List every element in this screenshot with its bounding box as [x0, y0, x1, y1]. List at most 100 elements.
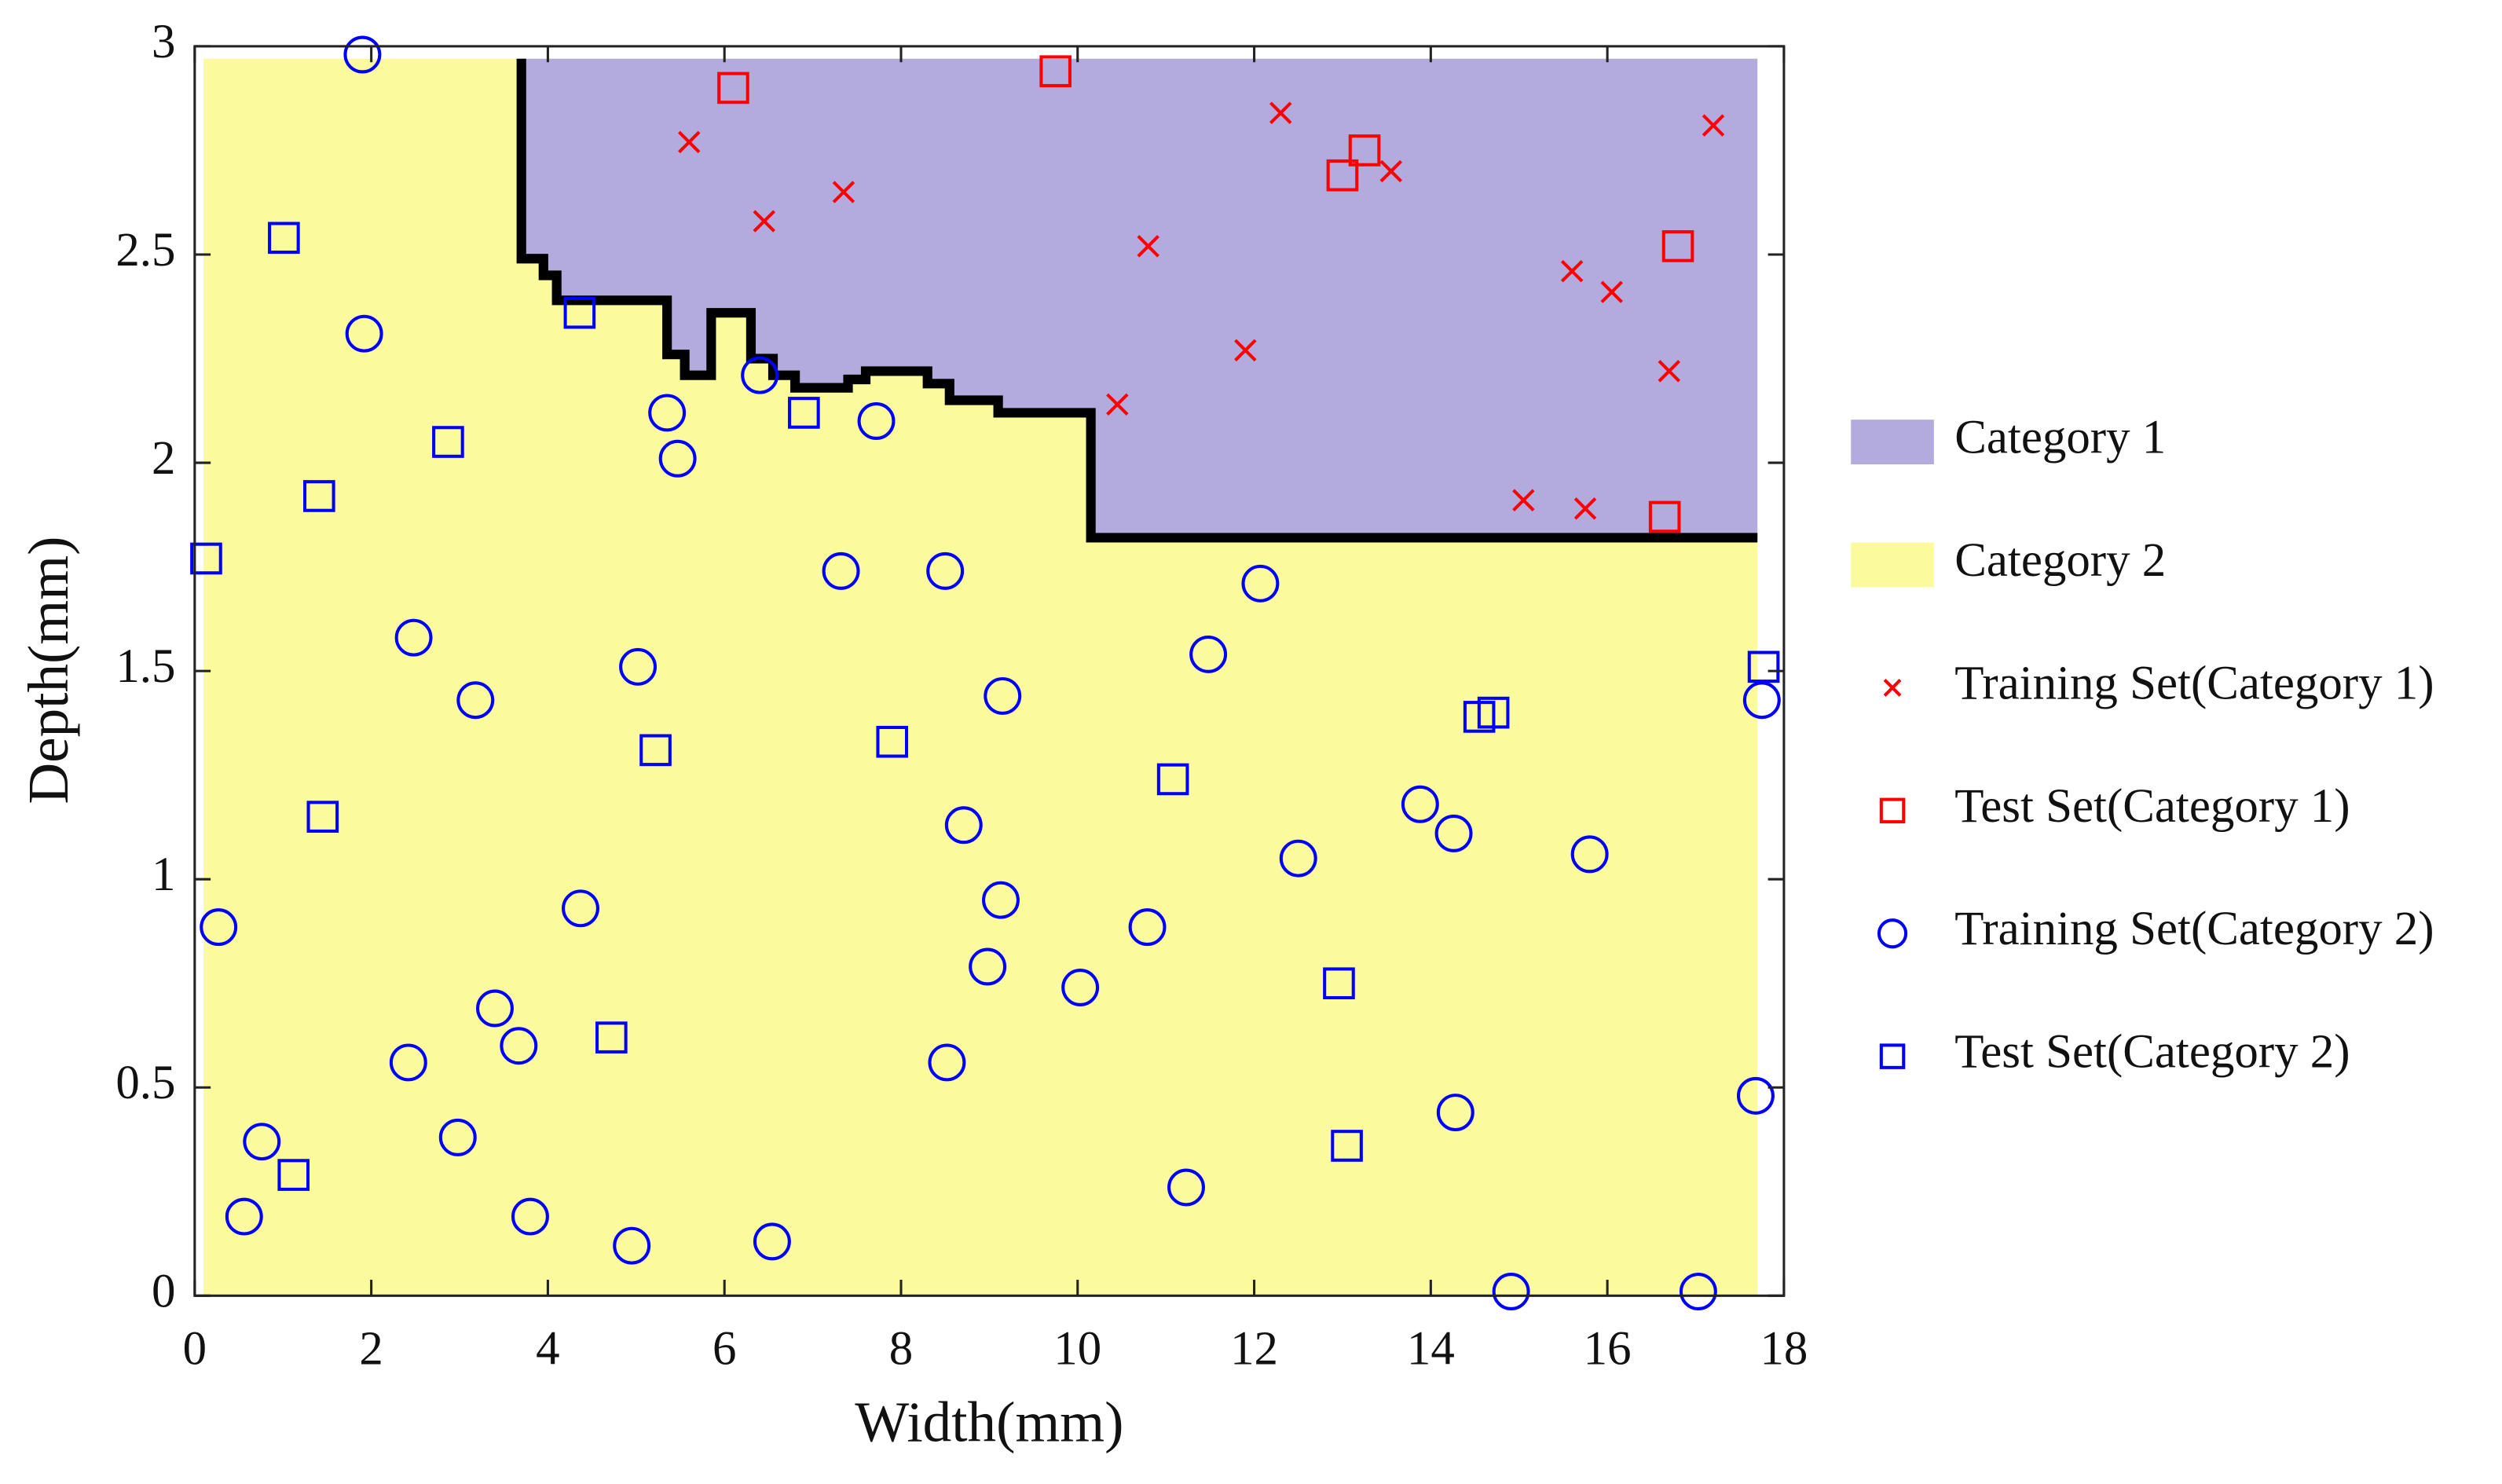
x-tick-label: 8	[889, 1322, 913, 1375]
marker-circle	[1492, 1273, 1530, 1310]
marker-circle	[1128, 908, 1167, 947]
x-tick-label: 2	[359, 1322, 383, 1375]
marker-square	[717, 71, 749, 104]
marker-circle	[969, 947, 1007, 986]
legend-label: Category 2	[1954, 534, 2166, 587]
marker-square	[1879, 1043, 1906, 1069]
marker-square	[563, 296, 596, 329]
marker-square	[1648, 500, 1681, 533]
marker-circle	[613, 1226, 651, 1265]
marker-x	[1883, 679, 1902, 697]
x-tick-label: 16	[1584, 1322, 1632, 1375]
marker-circle	[944, 806, 983, 845]
y-tick-label: 0	[152, 1265, 175, 1317]
marker-circle	[982, 881, 1020, 919]
marker-circle	[1167, 1168, 1205, 1207]
region-category-1	[521, 58, 1758, 538]
y-tick-label: 2.5	[115, 224, 175, 277]
legend-label: Test Set(Category 2)	[1954, 1026, 2350, 1079]
x-tick-label: 18	[1760, 1322, 1808, 1375]
marker-x	[1269, 101, 1292, 124]
marker-circle	[822, 551, 860, 590]
marker-circle	[741, 356, 779, 394]
marker-x	[1106, 393, 1129, 416]
legend-label: Training Set(Category 1)	[1954, 657, 2434, 709]
marker-square	[639, 734, 672, 767]
legend-label: Test Set(Category 1)	[1954, 780, 2350, 833]
x-tick-label: 0	[183, 1322, 207, 1375]
legend-label: Category 1	[1954, 412, 2166, 464]
marker-circle	[1401, 785, 1439, 823]
y-tick-label: 1.5	[115, 640, 175, 693]
marker-square	[432, 426, 464, 458]
marker-x	[753, 210, 776, 233]
x-tick-label: 4	[536, 1322, 559, 1375]
marker-circle	[619, 647, 658, 686]
marker-x	[1573, 497, 1597, 520]
marker-circle	[511, 1197, 549, 1236]
marker-square	[595, 1021, 628, 1053]
legend-patch	[1851, 542, 1934, 588]
marker-x	[678, 130, 701, 154]
marker-x	[1137, 235, 1159, 258]
marker-circle	[984, 676, 1022, 715]
marker-circle	[456, 681, 495, 720]
marker-square	[303, 480, 335, 512]
marker-x	[1512, 489, 1535, 511]
marker-circle	[1877, 918, 1908, 949]
x-tick-label: 6	[713, 1322, 736, 1375]
marker-circle	[1434, 814, 1473, 852]
marker-circle	[1570, 835, 1609, 874]
legend-label: Training Set(Category 2)	[1954, 903, 2434, 955]
marker-circle	[926, 551, 965, 590]
marker-circle	[928, 1043, 966, 1082]
marker-circle	[438, 1118, 477, 1156]
marker-circle	[648, 394, 687, 432]
marker-circle	[1061, 969, 1100, 1006]
marker-circle	[343, 35, 382, 74]
marker-circle	[1742, 681, 1781, 720]
y-axis-label: Depth(mm)	[16, 537, 80, 804]
marker-circle	[394, 618, 433, 657]
marker-square	[1348, 134, 1381, 167]
marker-x	[1234, 339, 1257, 362]
marker-circle	[857, 402, 896, 440]
marker-circle	[562, 889, 599, 928]
marker-circle	[753, 1222, 791, 1261]
marker-x	[1702, 114, 1725, 137]
marker-circle	[658, 439, 697, 478]
y-tick-label: 3	[152, 16, 175, 68]
marker-circle	[225, 1197, 263, 1236]
marker-square	[1323, 967, 1355, 1000]
marker-circle	[200, 908, 238, 947]
marker-circle	[1241, 564, 1280, 603]
marker-circle	[1679, 1273, 1717, 1310]
marker-square	[1879, 797, 1906, 824]
marker-square	[190, 542, 222, 575]
marker-square	[1331, 1130, 1363, 1162]
marker-x	[1600, 280, 1623, 303]
marker-square	[1747, 650, 1780, 683]
x-tick-label: 12	[1230, 1322, 1278, 1375]
marker-circle	[1436, 1094, 1474, 1132]
marker-circle	[345, 314, 383, 353]
marker-square	[788, 397, 820, 429]
x-axis-label: Width(mm)	[855, 1391, 1123, 1454]
marker-circle	[476, 989, 514, 1028]
y-tick-label: 1	[152, 848, 175, 901]
marker-square	[1039, 55, 1072, 88]
marker-square	[1661, 230, 1694, 262]
marker-square	[268, 222, 300, 255]
marker-square	[876, 725, 909, 758]
marker-square	[1326, 159, 1359, 192]
x-tick-label: 10	[1053, 1322, 1101, 1375]
marker-circle	[1736, 1076, 1775, 1115]
marker-square	[1156, 763, 1189, 796]
y-tick-label: 2	[152, 432, 175, 485]
marker-square	[277, 1159, 310, 1191]
legend-patch	[1851, 420, 1934, 465]
marker-x	[1560, 259, 1584, 283]
marker-circle	[389, 1043, 427, 1082]
decision-boundary	[516, 58, 1758, 543]
marker-x	[1658, 360, 1681, 383]
